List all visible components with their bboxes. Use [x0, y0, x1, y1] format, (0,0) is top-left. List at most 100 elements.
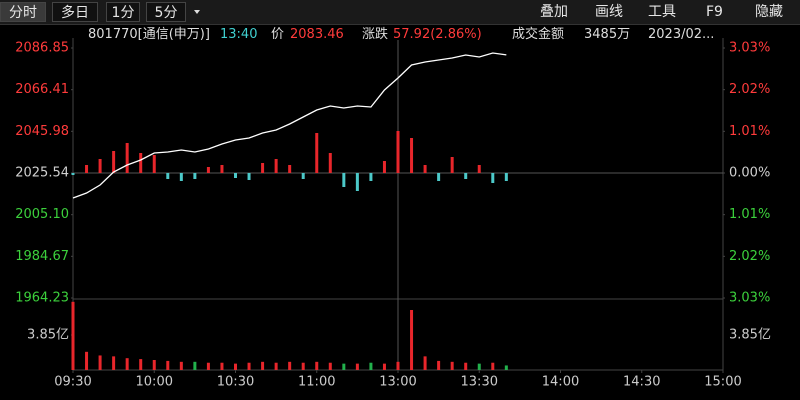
tool-button[interactable]: 叠加 — [540, 4, 568, 20]
volume-bar — [220, 362, 224, 370]
volume-tick-label: 3.85亿 — [27, 328, 69, 343]
momentum-bar — [234, 173, 237, 178]
momentum-bar — [477, 165, 481, 173]
momentum-bar — [450, 157, 454, 173]
volume-bar — [71, 301, 75, 370]
momentum-bar — [152, 155, 156, 173]
volume-bar — [125, 358, 129, 370]
momentum-bar — [71, 173, 75, 175]
momentum-bar — [98, 159, 102, 173]
volume-bar — [206, 362, 210, 370]
volume-bar — [315, 361, 319, 370]
tab[interactable]: 多日 — [52, 2, 98, 22]
volume-bar — [410, 310, 414, 370]
y2-tick-label: 1.01% — [729, 124, 770, 139]
x-tick-label: 14:30 — [623, 375, 660, 390]
price: 2083.46 — [290, 27, 344, 42]
y2-tick-label: 0.00% — [729, 166, 770, 181]
change: 57.92(2.86%) — [393, 27, 482, 42]
y2-tick-label: 1.01% — [729, 207, 770, 222]
y-tick-label: 2045.98 — [15, 124, 69, 139]
volume-bar — [288, 361, 292, 370]
momentum-bar — [247, 173, 251, 180]
momentum-bar — [301, 173, 305, 179]
volume-bar — [166, 360, 170, 370]
y-tick-label: 2086.85 — [15, 41, 69, 56]
volume-bar — [382, 363, 386, 370]
volume-bar — [152, 360, 156, 370]
x-tick-label: 10:00 — [136, 375, 173, 390]
dropdown-icon[interactable] — [192, 0, 202, 24]
momentum-bar — [315, 133, 319, 173]
x-tick-label: 09:30 — [54, 375, 91, 390]
price-line — [72, 52, 507, 199]
x-tick-label: 10:30 — [217, 375, 254, 390]
momentum-bar — [355, 173, 359, 191]
volume-bar — [396, 361, 400, 370]
volume-bar — [139, 359, 143, 370]
toolbar: 分时 多日 1分 5分 叠加 画线 工具 F9 隐藏 — [0, 0, 800, 25]
change-label: 涨跌 — [362, 27, 389, 42]
volume-bar — [491, 362, 495, 370]
y2-tick-label: 3.03% — [729, 291, 770, 306]
volume-bar — [247, 362, 251, 370]
momentum-bar — [410, 138, 414, 173]
quote-header: 801770[通信(申万)] 13:40 价 2083.46 涨跌 57.92(… — [0, 25, 800, 45]
volume-bar — [477, 363, 481, 370]
momentum-bar — [328, 153, 332, 173]
volume-bar — [261, 361, 265, 370]
y-tick-label: 2025.54 — [15, 166, 69, 181]
tab[interactable]: 1分 — [106, 2, 140, 22]
volume-bar — [328, 362, 332, 370]
y-tick-label: 2066.41 — [15, 82, 69, 97]
volume-bar — [450, 361, 454, 370]
tool-button[interactable]: 画线 — [595, 4, 623, 20]
tool-button[interactable]: 隐藏 — [755, 4, 783, 20]
volume-bar — [437, 360, 441, 370]
amount: 3485万 — [584, 27, 631, 42]
volume-bar — [369, 362, 373, 370]
volume-bar — [355, 363, 359, 370]
volume-bar — [423, 356, 427, 370]
momentum-bar — [220, 165, 224, 173]
volume-bar — [112, 356, 116, 370]
volume-bar — [179, 361, 183, 370]
momentum-bar — [423, 165, 427, 173]
momentum-bar — [464, 173, 468, 179]
tool-button[interactable]: 工具 — [648, 4, 676, 20]
tool-button[interactable]: F9 — [706, 4, 723, 20]
y2-tick-label: 2.02% — [729, 82, 770, 97]
volume-bar — [98, 355, 102, 370]
volume-bar — [274, 362, 278, 370]
momentum-bar — [112, 151, 116, 173]
momentum-bar — [179, 173, 183, 181]
momentum-bar — [274, 159, 278, 173]
tab[interactable]: 分时 — [0, 2, 46, 22]
momentum-bar — [369, 173, 373, 181]
volume-bar — [234, 363, 237, 370]
x-tick-label: 13:00 — [379, 375, 416, 390]
momentum-bar — [125, 143, 129, 173]
y2-tick-label: 3.03% — [729, 41, 770, 56]
tab[interactable]: 5分 — [146, 2, 186, 22]
volume-tick-label: 3.85亿 — [729, 328, 771, 343]
volume-bar — [85, 351, 89, 370]
y-tick-label: 1984.67 — [15, 249, 69, 264]
y-tick-label: 2005.10 — [15, 207, 69, 222]
date: 2023/02... — [648, 27, 715, 42]
momentum-bar — [206, 167, 210, 173]
momentum-bar — [288, 165, 292, 173]
momentum-bar — [437, 173, 441, 181]
momentum-bar — [382, 161, 386, 173]
x-tick-label: 15:00 — [704, 375, 741, 390]
amount-label: 成交金额 — [512, 27, 565, 42]
momentum-bar — [491, 173, 495, 183]
momentum-bar — [396, 131, 400, 173]
index-code: 801770[通信(申万)] — [88, 27, 210, 42]
momentum-bar — [166, 173, 170, 179]
volume-bar — [464, 362, 468, 370]
volume-bar — [342, 363, 346, 370]
price-label: 价 — [271, 27, 285, 42]
momentum-bar — [504, 173, 508, 181]
